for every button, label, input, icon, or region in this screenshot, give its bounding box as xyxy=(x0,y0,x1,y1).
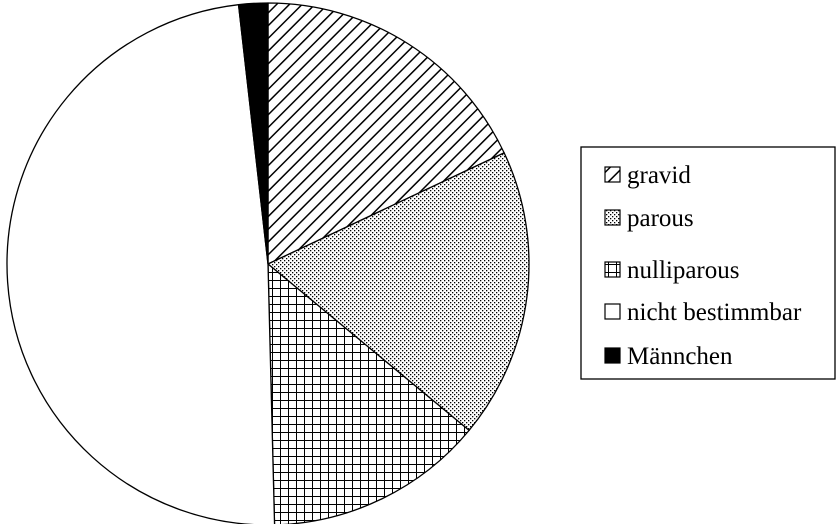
pie-slice-gravid xyxy=(267,2,505,265)
legend-swatch-maennchen xyxy=(604,347,621,364)
legend-frame xyxy=(580,146,836,380)
legend-label-parous: parous xyxy=(627,205,694,232)
legend-label-maennchen: Männchen xyxy=(627,343,733,370)
pie-slice-parous xyxy=(267,152,530,432)
legend: gravid parous nulliparous nicht bestimmb… xyxy=(580,146,836,380)
legend-swatch-gravid xyxy=(604,166,621,183)
pie-slice-nicht-bestimmbar xyxy=(6,4,276,524)
legend-label-nulliparous: nulliparous xyxy=(627,257,740,284)
legend-label-gravid: gravid xyxy=(627,162,691,189)
legend-swatch-parous xyxy=(604,209,621,226)
pie-slices xyxy=(6,2,530,524)
legend-swatch-nulliparous xyxy=(604,261,621,278)
legend-label-nicht-bestimmbar: nicht bestimmbar xyxy=(627,299,802,326)
legend-swatch-nicht-bestimmbar xyxy=(604,303,621,320)
pie-slice-maennchen xyxy=(237,2,269,265)
